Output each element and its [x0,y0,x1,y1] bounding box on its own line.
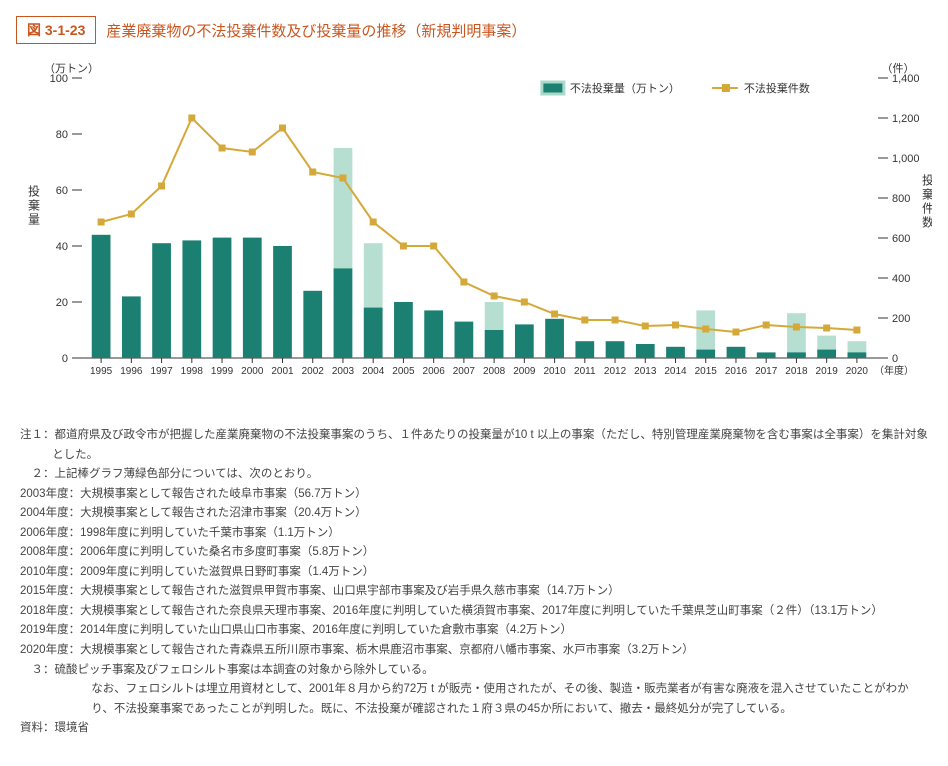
chart-svg: （万トン）020406080100投棄量（件）02004006008001,00… [16,58,932,418]
svg-text:40: 40 [56,241,68,253]
svg-text:棄: 棄 [28,198,40,213]
svg-text:60: 60 [56,185,68,197]
svg-text:2012: 2012 [604,366,627,377]
note-2-line: 2003年度：大規模事案として報告された岐阜市事案（56.7万トン） [20,485,928,505]
svg-text:2004: 2004 [362,366,385,377]
svg-text:1996: 1996 [120,366,143,377]
svg-text:800: 800 [892,193,910,205]
note-2-line: 2018年度：大規模事案として報告された奈良県天理市事案、2016年度に判明して… [20,602,928,622]
svg-text:量: 量 [28,213,40,227]
svg-text:2017: 2017 [755,366,778,377]
svg-text:1999: 1999 [211,366,234,377]
svg-text:数: 数 [922,214,932,229]
svg-text:投: 投 [922,172,932,187]
svg-text:2014: 2014 [664,366,687,377]
svg-text:2002: 2002 [302,366,325,377]
svg-text:2013: 2013 [634,366,657,377]
svg-text:2007: 2007 [453,366,476,377]
note-2-line: 2015年度：大規模事案として報告された滋賀県甲賀市事案、山口県宇部市事案及び岩… [20,582,928,602]
svg-text:2000: 2000 [241,366,264,377]
svg-text:1,200: 1,200 [892,113,920,125]
note-2-line: 2019年度：2014年度に判明していた山口県山口市事案、2016年度に判明して… [20,621,928,641]
svg-text:棄: 棄 [922,186,932,201]
chart-container: （万トン）020406080100投棄量（件）02004006008001,00… [16,58,932,418]
svg-text:100: 100 [50,73,68,85]
svg-text:（年度）: （年度） [874,364,914,377]
source: 資料：環境省 [16,719,932,735]
svg-text:2010: 2010 [543,366,566,377]
svg-text:2008: 2008 [483,366,506,377]
svg-text:2015: 2015 [695,366,718,377]
svg-text:1,000: 1,000 [892,153,920,165]
note-2-line: 2020年度：大規模事案として報告された青森県五所川原市事案、栃木県鹿沼市事案、… [20,641,928,661]
svg-text:80: 80 [56,129,68,141]
svg-text:投: 投 [28,184,40,199]
note-1: 注１：都道府県及び政令市が把握した産業廃棄物の不法投棄事案のうち、１件あたりの投… [20,426,928,465]
svg-text:不法投棄件数: 不法投棄件数 [744,81,810,95]
svg-text:2006: 2006 [423,366,446,377]
note-2-line: 2008年度：2006年度に判明していた桑名市多度町事案（5.8万トン） [20,543,928,563]
note-3a: ３：硫酸ピッチ事案及びフェロシルト事案は本調査の対象から除外している。 [20,661,928,681]
note-2-line: 2006年度：1998年度に判明していた千葉市事案（1.1万トン） [20,524,928,544]
svg-text:2003: 2003 [332,366,355,377]
note-2-line: 2010年度：2009年度に判明していた滋賀県日野町事案（1.4万トン） [20,563,928,583]
note-2-head: ２：上記棒グラフ薄緑色部分については、次のとおり。 [20,465,928,485]
svg-text:20: 20 [56,297,68,309]
svg-text:0: 0 [892,353,898,365]
svg-text:600: 600 [892,233,910,245]
svg-text:2009: 2009 [513,366,536,377]
figure-number: 図 3-1-23 [16,16,96,44]
note-2-line: 2004年度：大規模事案として報告された沼津市事案（20.4万トン） [20,504,928,524]
figure-title: 産業廃棄物の不法投棄件数及び投棄量の推移（新規判明事案） [106,20,526,41]
svg-text:0: 0 [62,353,68,365]
notes-block: 注１：都道府県及び政令市が把握した産業廃棄物の不法投棄事案のうち、１件あたりの投… [16,426,932,719]
svg-text:2001: 2001 [271,366,294,377]
svg-text:2005: 2005 [392,366,415,377]
svg-text:2019: 2019 [816,366,839,377]
svg-text:400: 400 [892,273,910,285]
svg-text:2020: 2020 [846,366,869,377]
svg-text:2016: 2016 [725,366,748,377]
svg-text:不法投棄量（万トン）: 不法投棄量（万トン） [570,81,680,95]
note-3b: なお、フェロシルトは埋立用資材として、2001年８月から約72万 t が販売・使… [20,680,928,719]
svg-text:1,400: 1,400 [892,73,920,85]
svg-text:1995: 1995 [90,366,113,377]
svg-text:件: 件 [922,201,932,215]
svg-text:1998: 1998 [181,366,204,377]
svg-text:200: 200 [892,313,910,325]
svg-text:2011: 2011 [574,366,596,377]
svg-text:1997: 1997 [150,366,173,377]
figure-header: 図 3-1-23 産業廃棄物の不法投棄件数及び投棄量の推移（新規判明事案） [16,16,932,44]
svg-text:2018: 2018 [785,366,808,377]
